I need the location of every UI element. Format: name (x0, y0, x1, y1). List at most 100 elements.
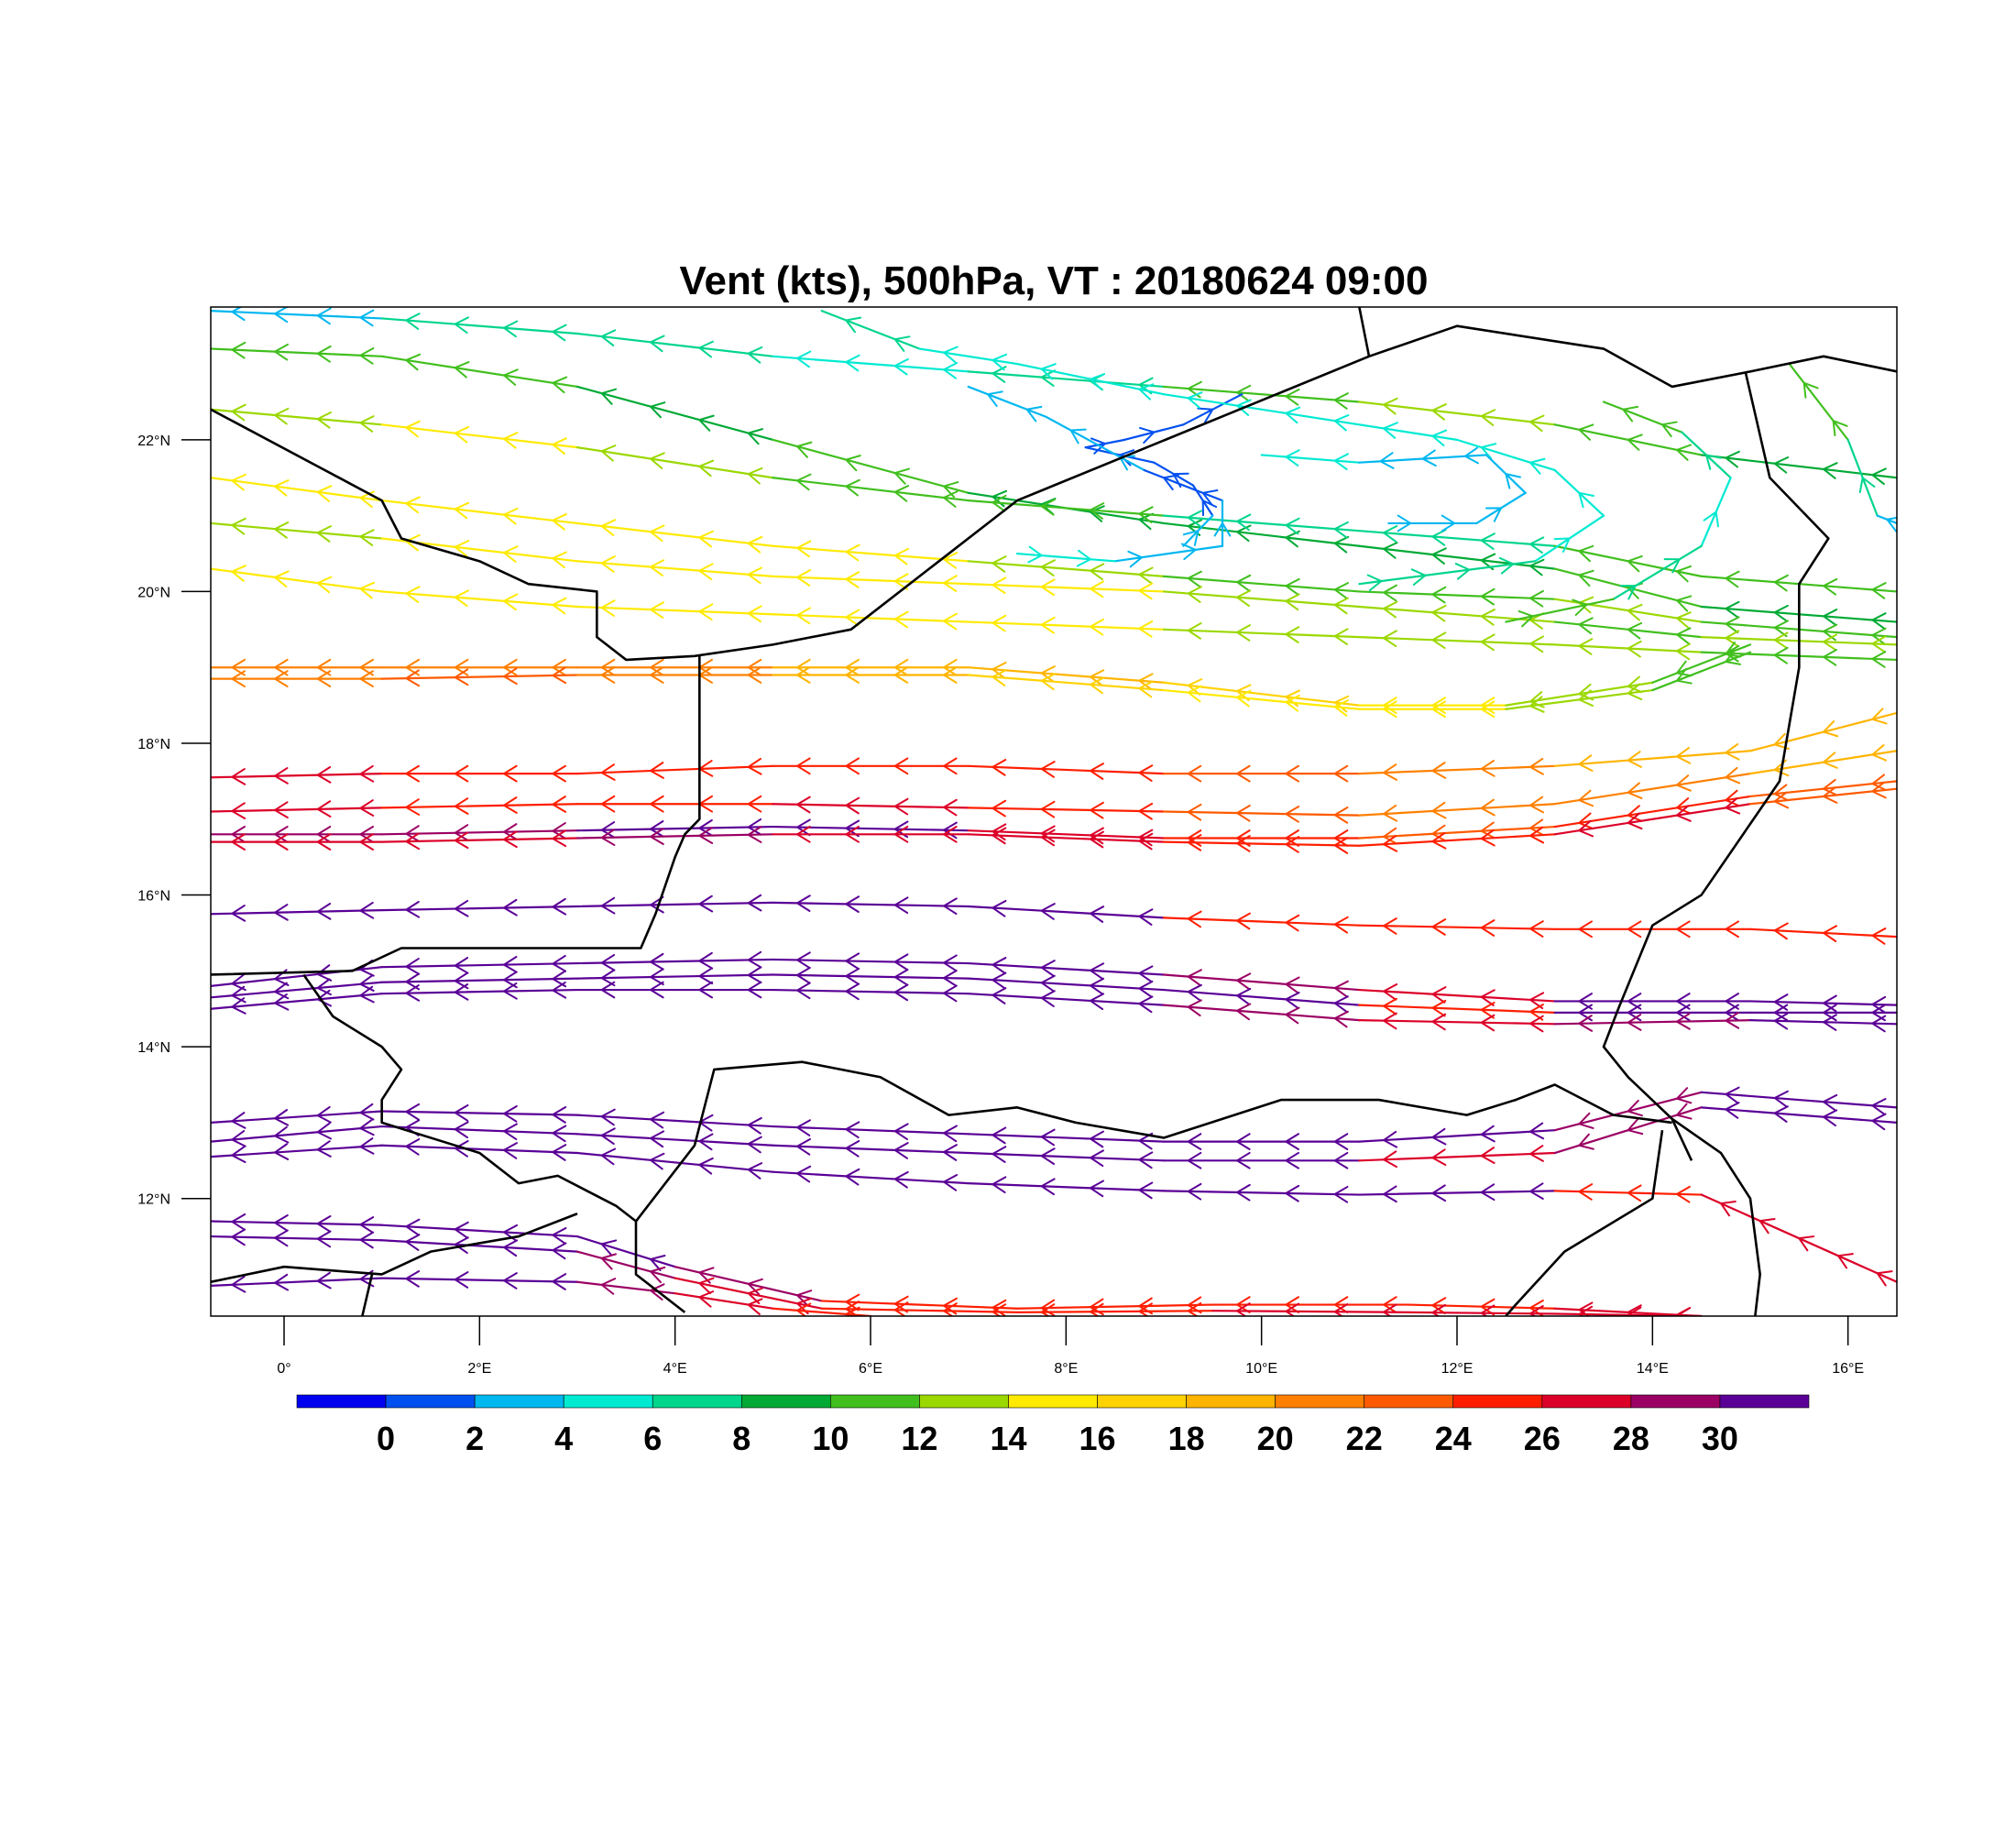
streamline-arrow (503, 1104, 518, 1123)
streamline-arrow (405, 586, 421, 603)
streamline-arrow (405, 669, 421, 687)
streamline-segment (1553, 773, 1752, 806)
streamline-arrow (796, 1119, 811, 1136)
colorbar-label: 2 (466, 1420, 484, 1457)
streamline-arrow (1187, 999, 1202, 1017)
streamline-arrow (1529, 1145, 1544, 1162)
streamline-arrow (454, 1271, 469, 1289)
streamline-arrow (552, 666, 567, 685)
streamline-segment (1358, 1129, 1556, 1143)
streamline-segment (967, 829, 1166, 840)
streamline-arrow (1333, 699, 1350, 717)
streamline-arrow (1725, 789, 1741, 807)
colorbar-box (652, 1394, 742, 1409)
streamline-arrow (1676, 797, 1692, 815)
streamline-arrow (1383, 422, 1398, 439)
streamline-arrow (1431, 1303, 1447, 1316)
streamline-arrow (454, 361, 470, 379)
streamline-arrow (405, 353, 422, 371)
streamline-arrow (1138, 1181, 1154, 1200)
streamline-arrow (1383, 1303, 1397, 1316)
streamline-arrow (316, 964, 333, 982)
streamline-arrow (1871, 995, 1887, 1014)
streamline-arrow (796, 658, 811, 676)
streamline-arrow (1627, 805, 1643, 822)
streamline-arrow (1871, 781, 1887, 799)
streamline-arrow (1285, 992, 1300, 1009)
colorbar-box (1364, 1394, 1454, 1409)
streamline-arrow (650, 524, 665, 543)
streamline-arrow (1529, 1004, 1544, 1021)
streamline-arrow (943, 1144, 958, 1161)
streamline-arrow (1180, 543, 1197, 561)
streamline-arrow (1333, 1302, 1349, 1316)
streamline-segment (1455, 438, 1556, 472)
streamline-segment (380, 423, 579, 449)
streamline-arrow (1802, 381, 1819, 399)
streamline-segment (380, 1239, 579, 1253)
streamline-arrow (503, 1272, 518, 1290)
streamline-arrow (231, 905, 247, 922)
colorbar-label: 26 (1524, 1420, 1561, 1457)
streamline-segment (772, 803, 970, 809)
streamline-arrow (1676, 642, 1692, 661)
streamline-arrow (1040, 1178, 1056, 1196)
streamline-arrow (503, 830, 518, 849)
streamline-segment (380, 837, 579, 843)
streamline-arrow (1773, 574, 1789, 592)
streamline-arrow (503, 982, 518, 1000)
streamline-arrow (650, 762, 664, 779)
streamline-segment (820, 1300, 1019, 1310)
streamline-segment (211, 567, 383, 593)
streamline-segment (967, 560, 1166, 577)
streamline-arrow (845, 455, 861, 472)
streamline-arrow (316, 903, 332, 920)
streamline-segment (575, 973, 774, 980)
streamline-arrow (231, 670, 246, 687)
streamline-arrow (1529, 589, 1544, 608)
streamline-arrow (552, 1273, 567, 1290)
streamline-arrow (359, 347, 375, 365)
streamline-arrow (1138, 802, 1154, 820)
streamline-arrow (992, 494, 1007, 512)
streamline-arrow (698, 1290, 715, 1308)
streamline-arrow (845, 1168, 860, 1186)
streamline-arrow (1773, 791, 1790, 809)
streamline-arrow (1871, 744, 1888, 762)
streamline-arrow (943, 490, 959, 508)
streamline-arrow (1090, 618, 1104, 636)
streamline-arrow (1138, 995, 1154, 1014)
streamline-arrow (1333, 807, 1349, 824)
streamline-arrow (1236, 513, 1252, 532)
streamline-segment (380, 1125, 579, 1136)
streamline-arrow (454, 1236, 469, 1255)
streamline-arrow (405, 832, 421, 851)
streamline-arrow (552, 764, 566, 783)
streamline-arrow (845, 1293, 860, 1312)
streamline-segment (1358, 825, 1556, 840)
streamline-segment (1602, 401, 1683, 434)
streamline-arrow (893, 757, 909, 775)
streamline-arrow (1725, 570, 1740, 588)
streamline-arrow (1480, 1298, 1496, 1316)
streamline-arrow (316, 833, 332, 851)
streamline-arrow (1578, 569, 1594, 587)
streamline-arrow (1138, 965, 1154, 983)
streamline-arrow (1627, 920, 1642, 938)
streamline-arrow (698, 340, 714, 358)
streamline-segment (211, 1144, 383, 1158)
streamline-arrow (796, 1290, 813, 1307)
streamline-arrow (893, 666, 909, 684)
streamline-arrow (359, 1137, 375, 1155)
streamline-arrow (1622, 405, 1639, 423)
streamline-arrow (1138, 764, 1154, 782)
streamline-segment (967, 833, 1166, 843)
streamline-arrow (405, 1270, 421, 1288)
streamline-arrow (1333, 1185, 1349, 1203)
streamline-arrow (893, 547, 909, 565)
streamline-segment (575, 1114, 774, 1128)
streamline-arrow (359, 1118, 375, 1136)
streamline-segment (967, 961, 1166, 976)
streamline-arrow (1578, 812, 1594, 830)
